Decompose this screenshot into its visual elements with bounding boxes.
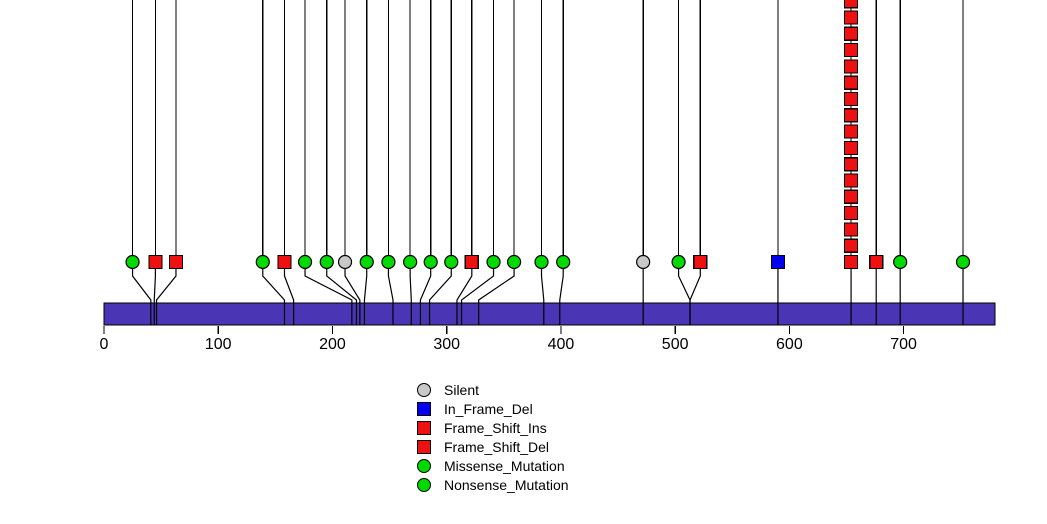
legend-label: In_Frame_Del (444, 400, 533, 417)
legend-item: In_Frame_Del (417, 399, 569, 418)
mutation-marker-square (770, 254, 786, 270)
mutation-marker-circle (255, 254, 270, 270)
mutation-marker-square (843, 42, 859, 58)
legend-item: Frame_Shift_Ins (417, 418, 569, 437)
legend-label: Frame_Shift_Ins (444, 419, 547, 436)
legend: Silent In_Frame_Del Frame_Shift_Ins Frame_S… (417, 380, 569, 494)
mutation-marker-square (843, 75, 859, 90)
mutation-marker-square (148, 254, 163, 270)
mutation-marker-square (843, 124, 859, 139)
legend-item: Nonsense_Mutation (417, 475, 569, 494)
axis-tick-label: 400 (548, 336, 575, 353)
mutation-marker-square (843, 140, 859, 155)
mutation-marker-square (843, 10, 859, 25)
axis-tick-label: 200 (319, 336, 346, 353)
legend-circle-icon (417, 458, 431, 473)
axis-tick-label: 600 (776, 336, 803, 353)
mutation-marker-square (843, 206, 859, 221)
mutation-marker-square (843, 238, 859, 253)
mutation-marker-circle (556, 254, 571, 270)
legend-label: Frame_Shift_Del (444, 438, 550, 455)
mutation-marker-square (693, 254, 708, 270)
legend-item: Missense_Mutation (417, 456, 569, 475)
axis-tick-label: 500 (662, 336, 689, 353)
mutation-marker-circle (337, 254, 353, 270)
protein-bar (103, 302, 996, 326)
legend-square-icon (417, 420, 431, 435)
mutation-marker-square (869, 254, 884, 270)
legend-item: Frame_Shift_Del (417, 437, 569, 456)
mutation-marker-square (843, 91, 859, 107)
axis-tick-label: 300 (433, 336, 460, 353)
legend-square-icon (417, 439, 431, 454)
legend-label: Nonsense_Mutation (444, 476, 569, 493)
mutation-marker-circle (359, 254, 374, 270)
mutation-marker-square (464, 254, 479, 270)
mutation-marker-square (843, 222, 859, 237)
mutation-marker-square (843, 26, 859, 41)
mutation-marker-circle (955, 254, 971, 270)
mutation-marker-circle (671, 254, 686, 270)
mutation-marker-square (168, 254, 184, 270)
mutation-marker-circle (403, 254, 418, 270)
legend-circle-icon (417, 382, 431, 397)
mutation-marker-square (843, 173, 859, 188)
axis-tick-label: 100 (205, 336, 232, 353)
legend-circle-icon (417, 477, 431, 492)
mutation-marker-square (843, 189, 859, 204)
mutation-marker-circle (506, 254, 522, 270)
mutation-marker-square (843, 157, 859, 172)
axis-tick-label: 700 (890, 336, 917, 353)
mutation-marker-circle (534, 254, 549, 270)
mutation-marker-circle (125, 254, 140, 270)
mutation-marker-circle (381, 254, 396, 270)
mutation-marker-circle (297, 254, 313, 270)
mutation-marker-circle (486, 254, 501, 270)
mutation-marker-circle (319, 254, 334, 270)
mutation-marker-circle (444, 254, 459, 270)
mutation-marker-circle (893, 254, 908, 270)
mutation-marker-square (277, 254, 292, 270)
mutation-marker-square (843, 254, 859, 270)
legend-item: Silent (417, 380, 569, 399)
mutation-marker-square (843, 0, 859, 9)
legend-label: Missense_Mutation (444, 457, 565, 474)
mutation-marker-square (843, 59, 859, 74)
legend-label: Silent (444, 381, 480, 398)
mutation-marker-circle (423, 254, 438, 270)
mutation-marker-circle (636, 254, 651, 270)
mutation-marker-square (843, 108, 859, 123)
axis-tick-label: 0 (100, 336, 109, 353)
legend-square-icon (417, 401, 431, 416)
